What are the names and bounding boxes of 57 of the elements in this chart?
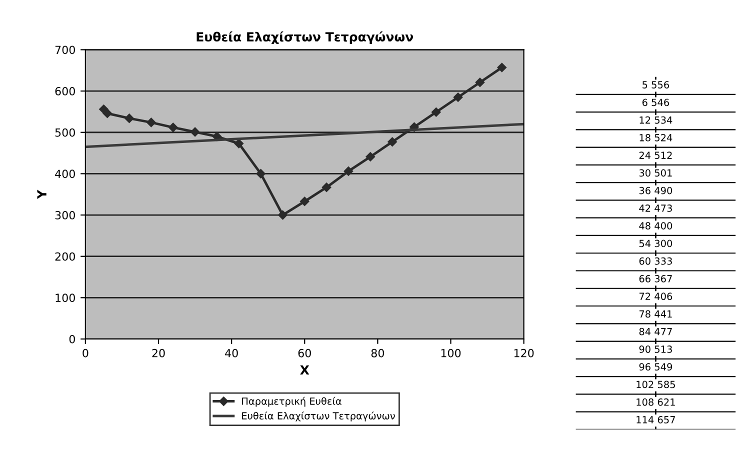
legend-label: Παραμετρική Ευθεία — [242, 396, 342, 407]
point — [475, 78, 485, 87]
text: 18 524 — [640, 134, 672, 142]
point — [497, 62, 507, 72]
x-tick-label: 60 — [298, 348, 311, 358]
point — [190, 127, 200, 137]
point — [366, 152, 376, 162]
text: 72 406 — [639, 292, 672, 300]
text: 84 477 — [639, 328, 672, 336]
point — [102, 108, 112, 118]
text: 60 333 — [639, 257, 672, 265]
x-tick-label: 20 — [152, 348, 165, 358]
text: 42 473 — [639, 204, 672, 212]
text: 5 556 — [642, 81, 669, 88]
text: 90 513 — [639, 346, 672, 353]
point — [322, 182, 332, 192]
point — [300, 196, 310, 206]
text: 24 512 — [639, 152, 672, 159]
y-tick-label: 400 — [55, 170, 75, 178]
x-tick-label: 120 — [514, 348, 534, 358]
x-tick-label: 0 — [82, 348, 88, 358]
chart-title: Ευθεία Ελαχίστων Τετραγώνων — [196, 31, 414, 44]
y-tick-label: 300 — [55, 211, 75, 220]
y-tick-label: 200 — [55, 252, 75, 261]
y-axis-title: Y — [37, 190, 46, 200]
text: 6 546 — [642, 98, 669, 106]
text: 30 501 — [639, 169, 672, 177]
point — [256, 169, 266, 178]
point — [278, 210, 288, 220]
point — [168, 122, 178, 132]
text: 36 490 — [639, 186, 672, 194]
text: 108 621 — [636, 398, 675, 406]
point — [344, 166, 354, 176]
point — [453, 92, 463, 102]
text: 48 400 — [639, 222, 672, 230]
text: 78 441 — [639, 310, 672, 318]
text: 54 300 — [639, 240, 672, 248]
text: 96 549 — [639, 363, 672, 371]
text: 102 585 — [636, 380, 675, 388]
text: 12 534 — [640, 116, 672, 124]
legend-label: Ευθεία Ελαχίστων Τετραγώνων — [242, 412, 395, 422]
point — [146, 118, 156, 128]
text: 66 367 — [639, 275, 672, 282]
text: 114 657 — [636, 416, 675, 424]
y-tick-label: 0 — [69, 334, 75, 344]
y-tick-label: 100 — [56, 294, 75, 302]
point — [388, 137, 397, 146]
x-tick-label: 80 — [371, 348, 384, 358]
point — [432, 108, 441, 117]
y-tick-label: 600 — [55, 87, 75, 96]
x-axis-title: X — [300, 365, 310, 375]
x-tick-label: 40 — [225, 348, 238, 358]
y-tick-label: 700 — [55, 46, 75, 54]
point — [234, 138, 244, 148]
x-tick-label: 100 — [441, 348, 461, 358]
point — [124, 114, 134, 123]
y-tick-label: 500 — [55, 128, 75, 137]
